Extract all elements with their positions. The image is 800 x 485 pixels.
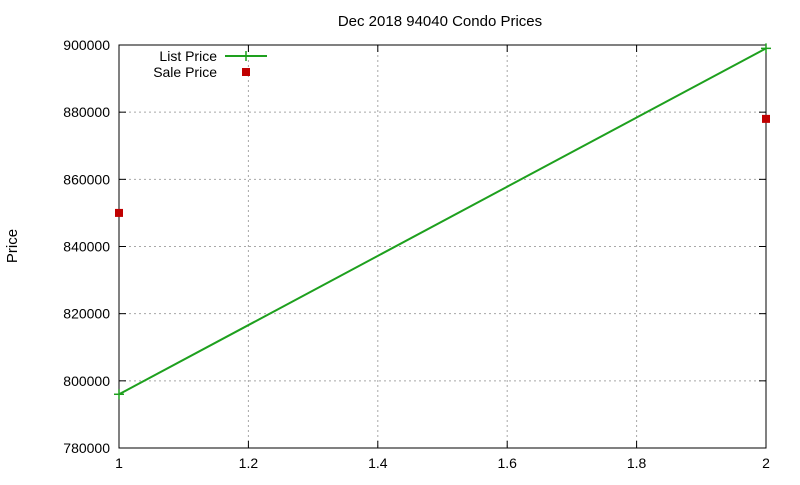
x-tick-label: 1.6 bbox=[497, 455, 517, 471]
series-sale-price bbox=[115, 114, 770, 217]
y-tick-label: 780000 bbox=[63, 440, 110, 456]
y-tick-label: 800000 bbox=[63, 373, 110, 389]
series-line bbox=[118, 47, 767, 396]
plot-area-frame bbox=[118, 44, 767, 449]
y-tick-label: 860000 bbox=[63, 171, 110, 187]
data-point bbox=[114, 389, 124, 400]
x-tick-label: 1 bbox=[115, 455, 123, 471]
grid-lines bbox=[119, 45, 766, 448]
x-tick-label: 2 bbox=[762, 455, 770, 471]
data-point bbox=[762, 114, 770, 123]
y-tick-label: 900000 bbox=[63, 37, 110, 53]
y-tick-label: 880000 bbox=[63, 104, 110, 120]
legend-marker bbox=[242, 68, 250, 76]
axis-ticks: 1 1.2 1.4 1.6 1.8 2 780000 800000 820000 840000 86… bbox=[63, 37, 770, 471]
data-point bbox=[115, 208, 123, 217]
y-tick-label: 840000 bbox=[63, 239, 110, 255]
y-tick-label: 820000 bbox=[63, 306, 110, 322]
data-series bbox=[114, 43, 771, 400]
y-axis-label: Price bbox=[4, 229, 21, 263]
x-tick-label: 1.2 bbox=[239, 455, 259, 471]
legend-label: Sale Price bbox=[153, 64, 217, 80]
data-point bbox=[761, 43, 771, 54]
legend-marker bbox=[241, 51, 251, 61]
series-list-price bbox=[114, 43, 771, 400]
x-tick-label: 1.8 bbox=[627, 455, 647, 471]
x-tick-label: 1.4 bbox=[368, 455, 388, 471]
legend-label: List Price bbox=[159, 48, 217, 64]
chart-title: Dec 2018 94040 Condo Prices bbox=[338, 13, 542, 30]
